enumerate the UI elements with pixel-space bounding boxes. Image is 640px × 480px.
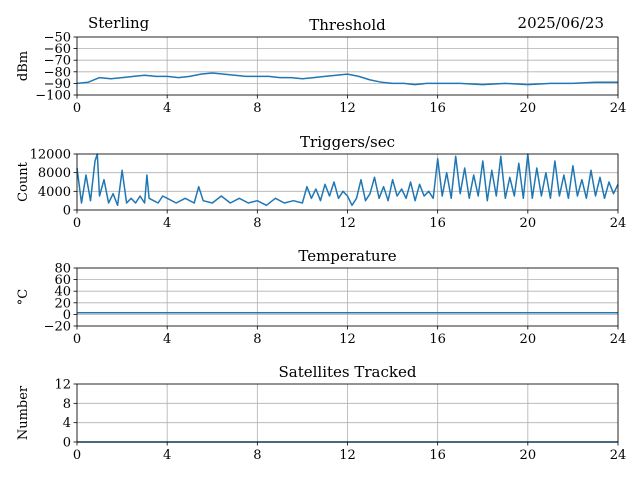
chart-title: Threshold (309, 16, 386, 34)
chart-title: Temperature (298, 247, 396, 265)
x-tick-label: 8 (253, 216, 261, 231)
chart-panels: 0 4 8 12 16 20 24 −100−90−80−70−60−50 Threshold d… (16, 16, 626, 463)
x-tick-label: 4 (163, 101, 171, 116)
x-tick-label: 0 (73, 448, 81, 463)
x-tick-label: 12 (339, 216, 356, 231)
x-tick-label: 24 (610, 216, 627, 231)
x-tick-label: 12 (339, 101, 356, 116)
x-tick-label: 8 (253, 101, 261, 116)
x-tick-label: 20 (520, 448, 537, 463)
series-line-1 (76, 153, 619, 207)
chart-title: Satellites Tracked (279, 363, 417, 381)
y-axis-label: dBm (16, 51, 31, 81)
y-tick-label: 12 (54, 378, 71, 393)
y-tick-label: −90 (44, 77, 71, 92)
y-tick-label: 80 (54, 262, 71, 277)
x-tick-label: 20 (520, 216, 537, 231)
station-name: Sterling (88, 14, 150, 32)
y-tick-label: −80 (44, 65, 71, 80)
y-axis-label: Number (16, 385, 31, 440)
x-tick-label: 0 (73, 216, 81, 231)
series-line-1 (76, 72, 618, 86)
x-tick-label: 24 (610, 332, 627, 347)
y-tick-label: 20 (54, 296, 71, 311)
y-tick-label: 8 (63, 397, 71, 412)
y-tick-label: −50 (44, 31, 71, 46)
x-tick-label: 16 (429, 332, 446, 347)
y-tick-label: 0 (63, 204, 71, 219)
x-tick-label: 20 (520, 332, 537, 347)
y-axis-label: °C (16, 289, 31, 306)
chart-title: Triggers/sec (300, 133, 395, 151)
x-tick-label: 4 (163, 216, 171, 231)
y-tick-label: 0 (63, 308, 71, 323)
x-tick-label: 4 (163, 448, 171, 463)
x-tick-label: 8 (253, 448, 261, 463)
y-tick-label: −60 (44, 42, 71, 57)
y-tick-label: 40 (54, 285, 71, 300)
x-tick-label: 20 (520, 101, 537, 116)
x-tick-label: 16 (429, 216, 446, 231)
y-tick-label: 4000 (38, 185, 71, 200)
date-label: 2025/06/23 (518, 14, 604, 32)
y-tick-label: 0 (63, 436, 71, 451)
y-tick-label: −20 (44, 320, 71, 335)
chart-panel-4: 0 4 8 12 16 20 24 0 4 8 12 Satellites Tracked Number (16, 363, 626, 463)
x-tick-label: 0 (73, 332, 81, 347)
x-tick-label: 16 (429, 101, 446, 116)
x-tick-label: 4 (163, 332, 171, 347)
y-tick-label: −70 (44, 54, 71, 69)
x-tick-label: 16 (429, 448, 446, 463)
y-axis-label: Count (16, 161, 31, 202)
chart-panel-2: 0 4 8 12 16 20 24 0 4000 8000 12000 Triggers/sec Cou… (16, 133, 626, 231)
x-tick-label: 8 (253, 332, 261, 347)
y-tick-label: −100 (35, 89, 71, 104)
chart-panel-1: 0 4 8 12 16 20 24 −100−90−80−70−60−50 Threshold d… (16, 16, 626, 116)
x-tick-label: 24 (610, 101, 627, 116)
y-tick-label: 4 (63, 416, 71, 431)
x-tick-label: 12 (339, 448, 356, 463)
y-tick-label: 60 (54, 273, 71, 288)
x-tick-label: 24 (610, 448, 627, 463)
y-tick-label: 8000 (38, 166, 71, 181)
x-tick-label: 0 (73, 101, 81, 116)
x-tick-label: 12 (339, 332, 356, 347)
y-tick-label: 12000 (30, 148, 71, 163)
